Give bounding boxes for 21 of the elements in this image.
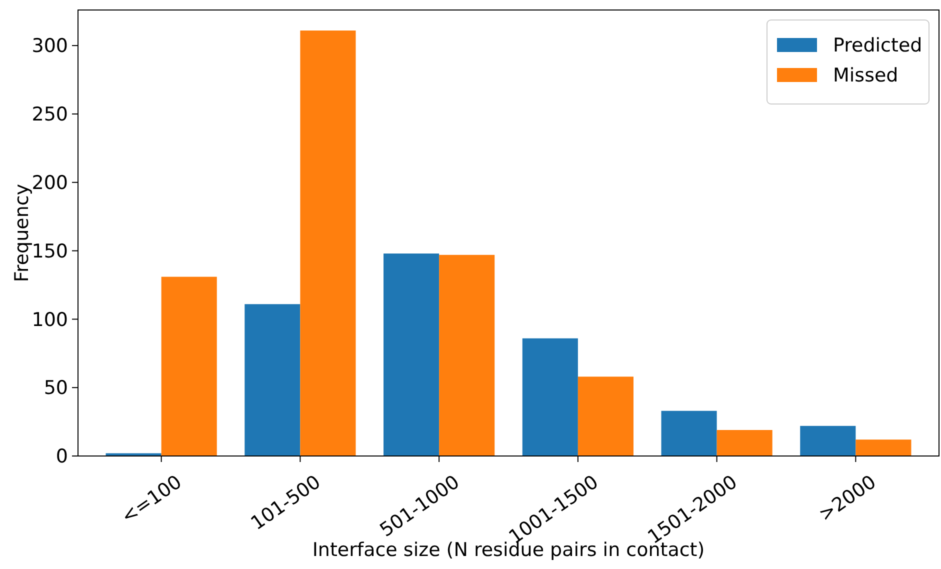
legend-label: Predicted	[833, 34, 922, 57]
bar	[522, 338, 578, 456]
bar	[384, 254, 440, 456]
y-tick-label: 0	[56, 446, 68, 468]
bar	[244, 304, 300, 456]
bar	[578, 376, 634, 456]
y-tick-label: 300	[32, 35, 68, 58]
legend-label: Missed	[833, 64, 898, 87]
bar	[439, 254, 495, 456]
bar	[800, 426, 856, 456]
y-tick-label: 100	[32, 308, 68, 331]
bar	[716, 430, 772, 456]
bar	[161, 276, 217, 456]
bar	[300, 30, 356, 456]
y-axis-title: Frequency	[11, 184, 33, 282]
bar	[856, 440, 912, 456]
y-tick-label: 50	[44, 377, 68, 400]
y-tick-label: 200	[32, 172, 68, 194]
y-tick-label: 150	[32, 240, 68, 262]
y-tick-label: 250	[32, 104, 68, 126]
bar	[661, 410, 717, 456]
